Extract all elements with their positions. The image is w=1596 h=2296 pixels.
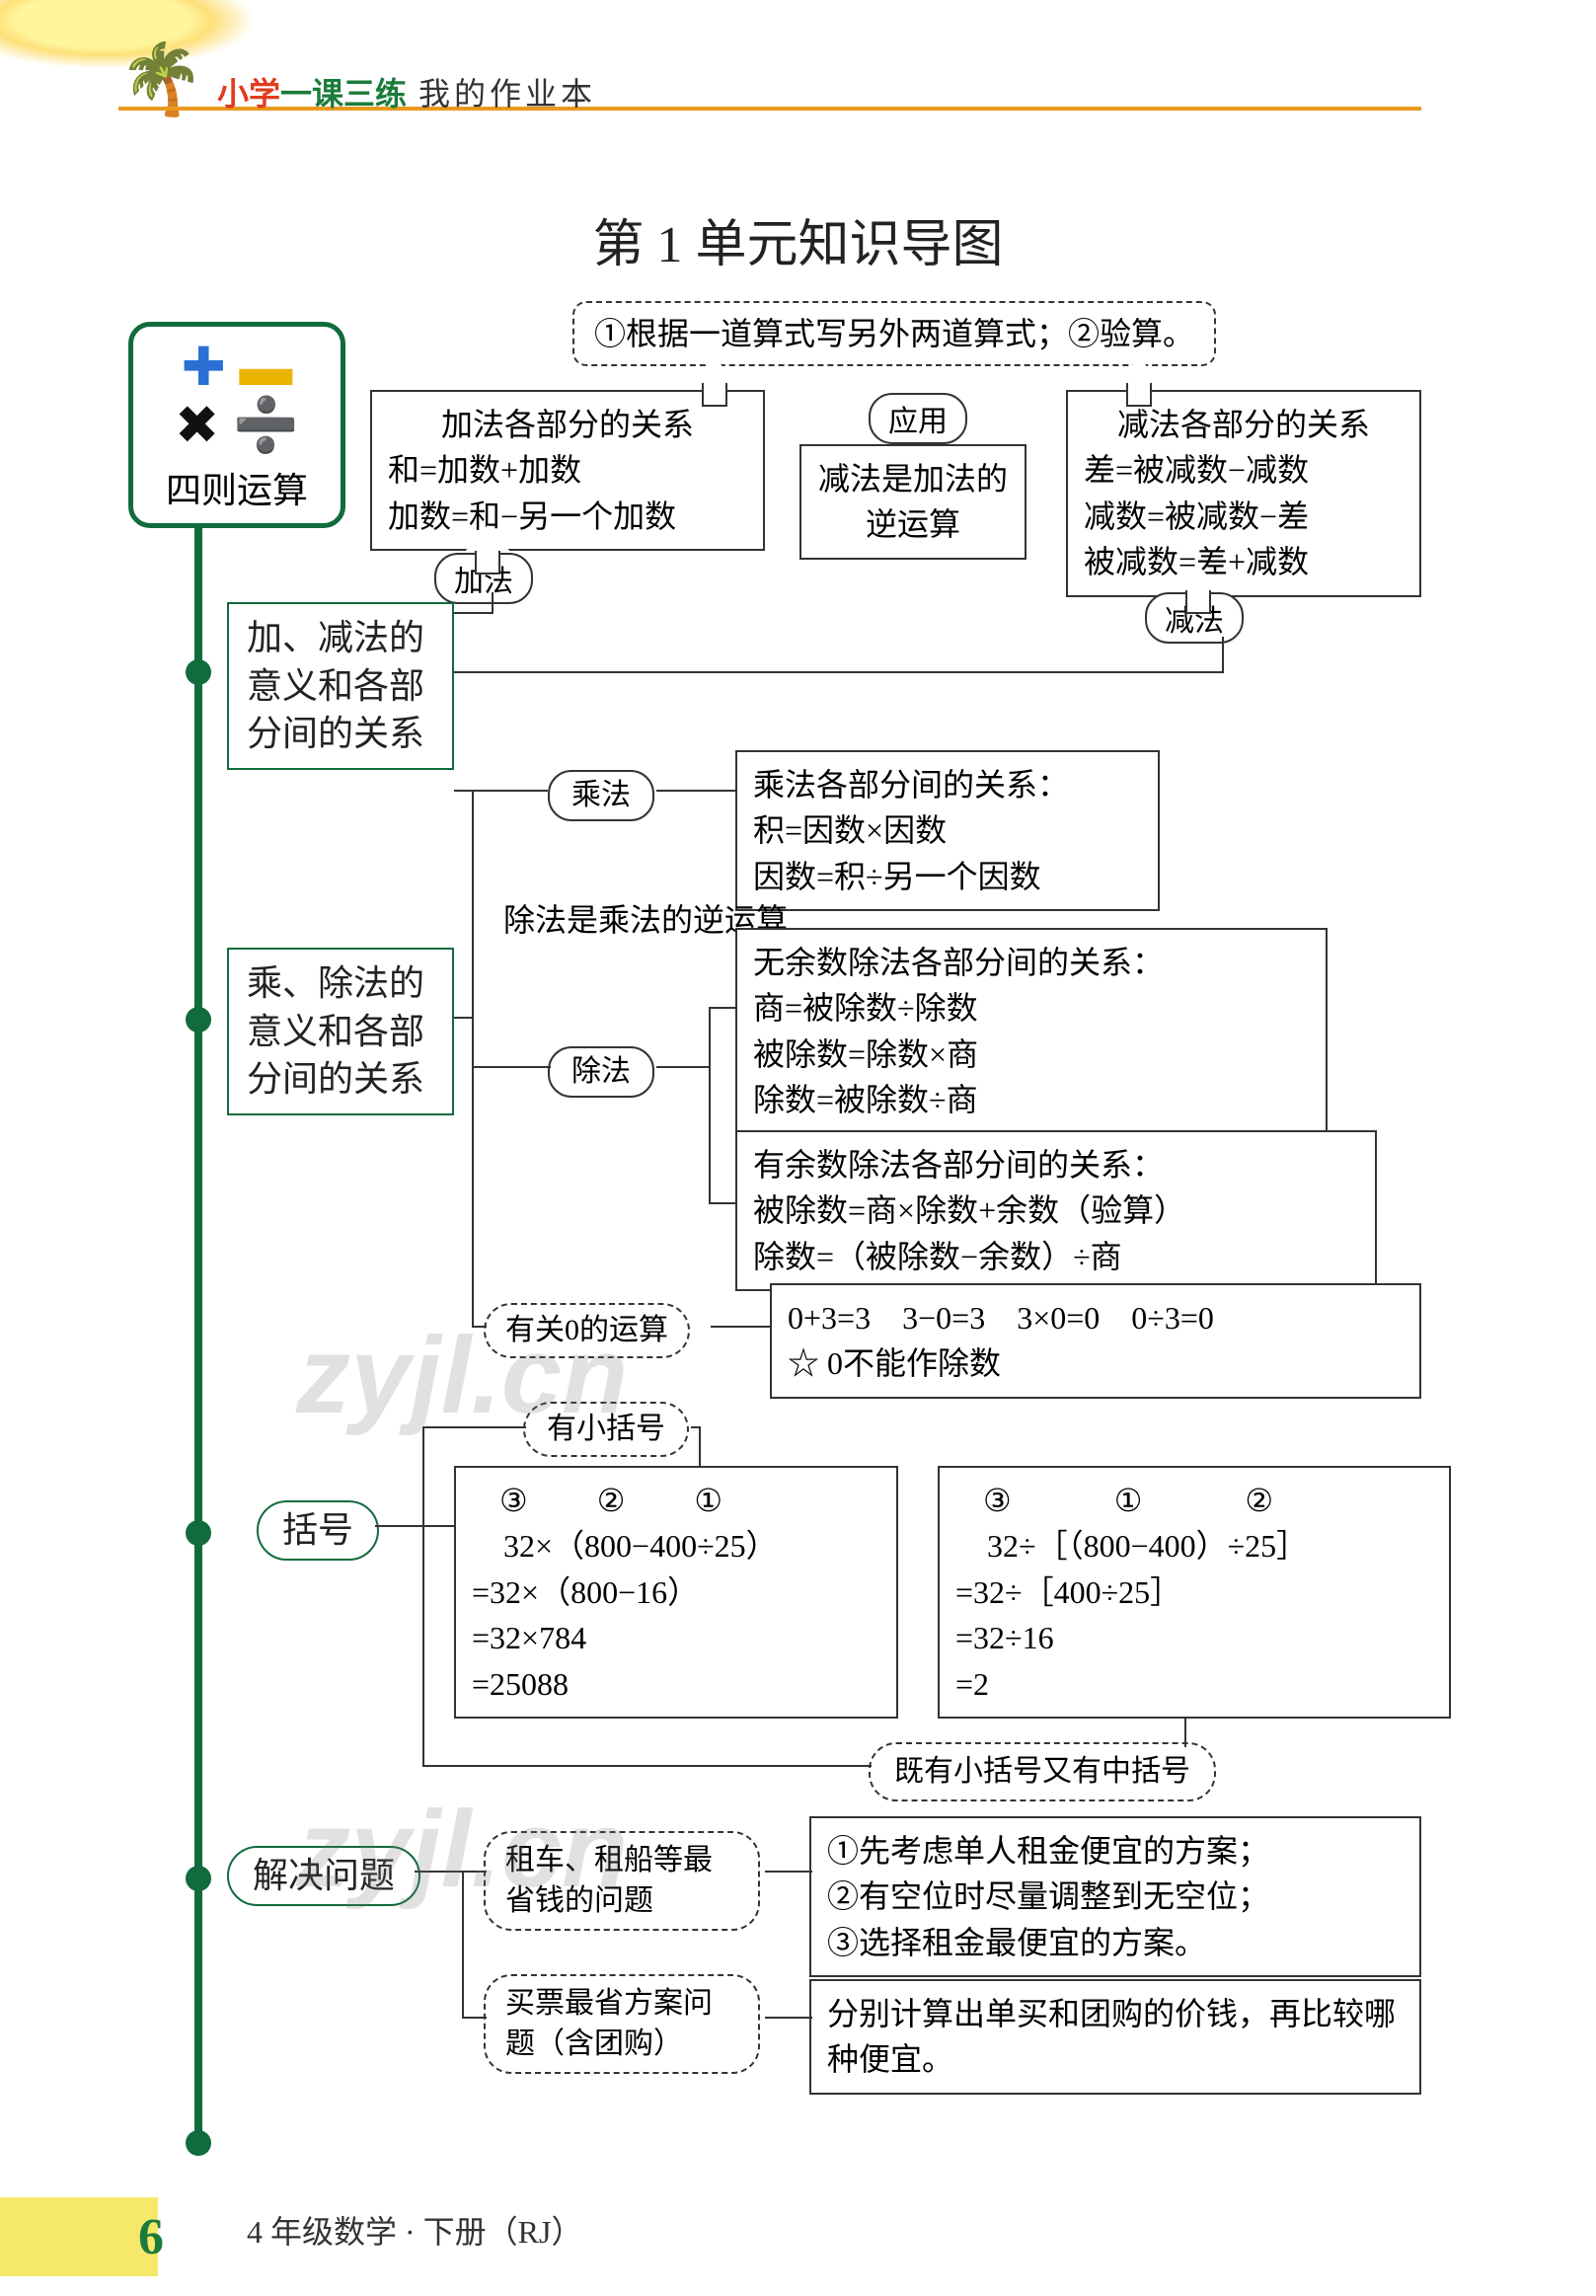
mul-l1: 积=因数×因数 (753, 807, 1142, 853)
brand-red: 小学 (217, 76, 280, 112)
zero-l2: ☆ 0不能作除数 (788, 1340, 1404, 1386)
arrow-stem (1185, 590, 1211, 614)
root-label: 四则运算 (141, 462, 333, 513)
calc2-l1: 32÷［（800−400）÷25］ (955, 1523, 1433, 1569)
spine (194, 523, 202, 2142)
mul-tag: 乘法 (548, 770, 654, 821)
arrow-stem (702, 383, 727, 407)
calc2-l3: =32÷16 (955, 1615, 1433, 1660)
zero-tag: 有关0的运算 (484, 1303, 690, 1358)
div-remainder-box: 有余数除法各部分间的关系： 被除数=商×除数+余数（验算） 除数=（被除数−余数… (735, 1130, 1377, 1291)
mul-l2: 因数=积÷另一个因数 (753, 854, 1142, 899)
div-noremainder-box: 无余数除法各部分间的关系： 商=被除数÷除数 被除数=除数×商 除数=被除数÷商 (735, 928, 1328, 1135)
calc1-l1: 32×（800−400÷25） (472, 1523, 880, 1569)
arrow-up-icon (691, 357, 738, 385)
subtraction-box: 减法各部分的关系 差=被减数−减数 减数=被减数−差 被减数=差+减数 (1066, 390, 1421, 597)
mul-box: 乘法各部分间的关系： 积=因数×因数 因数=积÷另一个因数 (735, 750, 1160, 911)
node-addsub: 加、减法的意义和各部分间的关系 (227, 602, 454, 770)
sub-l3: 被减数=差+减数 (1084, 539, 1404, 584)
div1-l3: 除数=被除数÷商 (753, 1077, 1310, 1122)
brand-black: 我的作业本 (418, 76, 596, 112)
node-brackets: 括号 (257, 1500, 379, 1561)
div1-t: 无余数除法各部分间的关系： (753, 940, 1310, 985)
div2-t: 有余数除法各部分间的关系： (753, 1142, 1359, 1187)
main-title: 第 1 单元知识导图 (0, 202, 1596, 276)
sub-title: 减法各部分的关系 (1084, 402, 1404, 447)
apply-tag: 应用 (869, 393, 967, 444)
inverse-add-box: 减法是加法的逆运算 (799, 444, 1026, 560)
both-par-tag: 既有小括号又有中括号 (869, 1742, 1216, 1801)
arrow-stem (1126, 383, 1152, 407)
rent-ans: ①先考虑单人租金便宜的方案； ②有空位时尽量调整到无空位； ③选择租金最便宜的方… (809, 1816, 1421, 1977)
zero-box: 0+3=3 3−0=3 3×0=0 0÷3=0 ☆ 0不能作除数 (770, 1283, 1421, 1399)
calc-right: ③ ① ② 32÷［（800−400）÷25］ =32÷［400÷25］ =32… (938, 1466, 1451, 1719)
root-icons: ✚ ▬ ✖ ➗ (141, 339, 333, 456)
div2-l2: 除数=（被除数−余数）÷商 (753, 1234, 1359, 1279)
minus-icon: ▬ (239, 338, 292, 397)
spine-dot (186, 2130, 211, 2156)
arrow-stem (475, 551, 500, 574)
calc1-l4: =25088 (472, 1661, 880, 1707)
divide-icon: ➗ (233, 396, 299, 455)
sub-l1: 差=被减数−减数 (1084, 447, 1404, 493)
arrow-up-icon (1115, 357, 1163, 385)
div2-l1: 被除数=商×除数+余数（验算） (753, 1187, 1359, 1233)
header-title: 小学一课三练我的作业本 (217, 69, 596, 115)
footer-text: 4 年级数学 · 下册（RJ） (247, 2207, 582, 2253)
rent-l2: ②有空位时尽量调整到无空位； (827, 1874, 1404, 1919)
spine-dot (186, 1007, 211, 1033)
rent-tag: 租车、租船等最省钱的问题 (484, 1831, 760, 1931)
spine-dot (186, 659, 211, 685)
arrow-up-icon (464, 525, 511, 553)
spine-dot (186, 1520, 211, 1546)
sub-l2: 减数=被减数−差 (1084, 494, 1404, 539)
rent-l3: ③选择租金最便宜的方案。 (827, 1920, 1404, 1965)
div1-l1: 商=被除数÷除数 (753, 985, 1310, 1031)
calc1-l2: =32×（800−16） (472, 1569, 880, 1615)
calc2-l4: =2 (955, 1661, 1433, 1707)
ticket-ans: 分别计算出单买和团购的价钱，再比较哪种便宜。 (809, 1979, 1421, 2095)
add-title: 加法各部分的关系 (388, 402, 747, 447)
times-icon: ✖ (175, 396, 219, 455)
mul-t: 乘法各部分间的关系： (753, 762, 1142, 807)
ticket-tag: 买票最省方案问题（含团购） (484, 1974, 760, 2074)
zero-l1: 0+3=3 3−0=3 3×0=0 0÷3=0 (788, 1295, 1404, 1340)
calc1-n: ③ ② ① (472, 1478, 724, 1523)
arrow-up-icon (1175, 565, 1222, 592)
add-l2: 加数=和−另一个加数 (388, 494, 747, 539)
add-l1: 和=加数+加数 (388, 447, 747, 493)
calc1-l3: =32×784 (472, 1615, 880, 1660)
page-number: 6 (138, 2208, 164, 2266)
div1-l2: 被除数=除数×商 (753, 1032, 1310, 1077)
small-par-tag: 有小括号 (523, 1402, 689, 1457)
spine-dot (186, 1866, 211, 1891)
addition-box: 加法各部分的关系 和=加数+加数 加数=和−另一个加数 (370, 390, 765, 551)
calc2-l2: =32÷［400÷25］ (955, 1569, 1433, 1615)
calc-left: ③ ② ① 32×（800−400÷25） =32×（800−16） =32×7… (454, 1466, 898, 1719)
plus-icon: ✚ (182, 338, 226, 397)
rent-l1: ①先考虑单人租金便宜的方案； (827, 1828, 1404, 1874)
node-solve: 解决问题 (227, 1846, 420, 1906)
root-node: ✚ ▬ ✖ ➗ 四则运算 (128, 322, 345, 528)
calc2-n: ③ ① ② (955, 1478, 1275, 1523)
footer-bar (0, 2197, 158, 2276)
page: 🌴 小学一课三练我的作业本 第 1 单元知识导图 ✚ ▬ ✖ ➗ 四则运算 ①根… (0, 0, 1596, 2296)
div-tag: 除法 (548, 1046, 654, 1098)
node-muldiv: 乘、除法的意义和各部分间的关系 (227, 948, 454, 1115)
brand-green: 一课三练 (280, 76, 407, 112)
